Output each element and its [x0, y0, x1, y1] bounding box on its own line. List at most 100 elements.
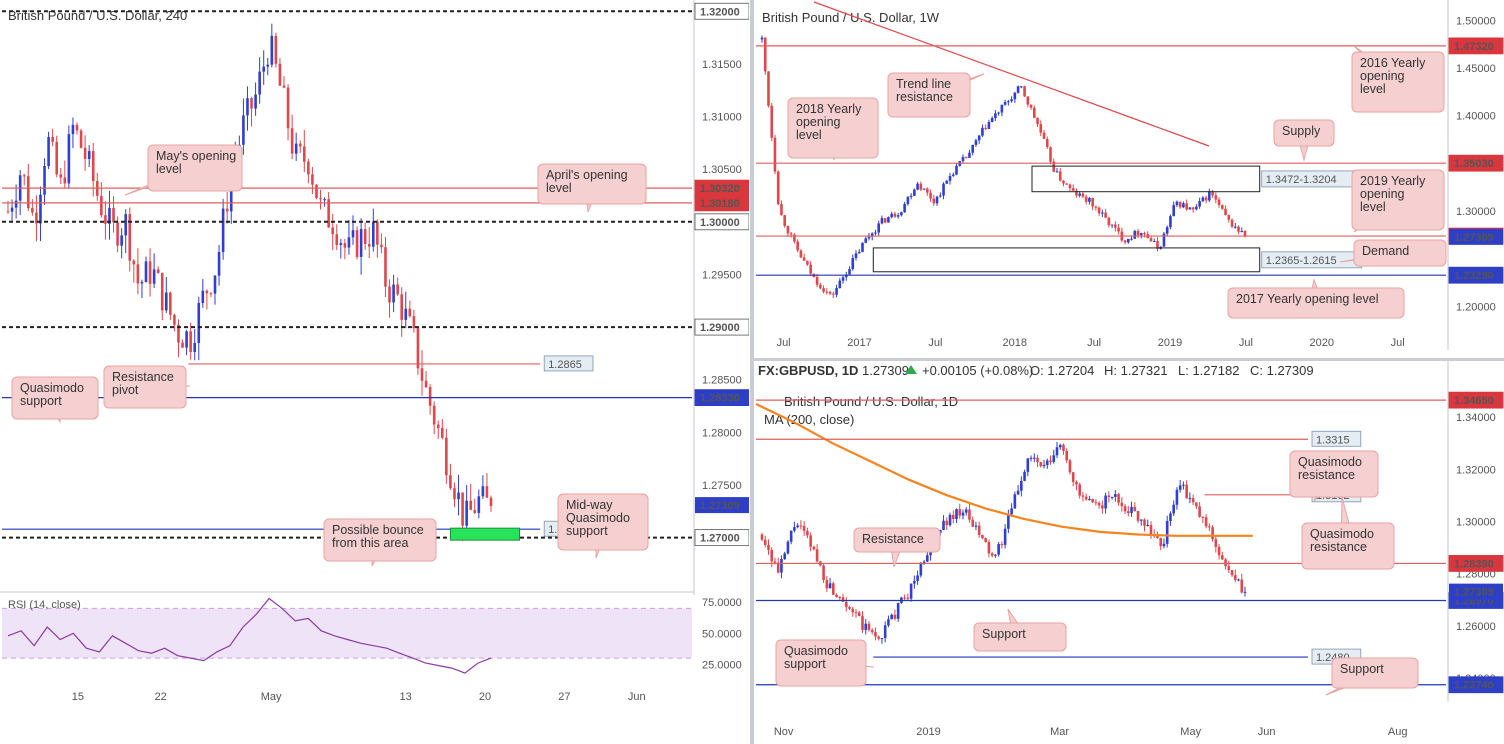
candle-body — [489, 497, 493, 507]
callout-text: support — [784, 657, 826, 671]
candle-body — [197, 302, 201, 343]
candle-body — [822, 288, 825, 292]
price-tag — [694, 389, 749, 407]
candle-body — [926, 555, 929, 562]
candle-body — [1029, 457, 1033, 459]
last-price-text: 1.27309 — [700, 500, 740, 512]
candle-body — [987, 542, 991, 554]
candle-body — [909, 195, 913, 198]
candle-body — [815, 549, 819, 562]
candle-body — [968, 509, 971, 520]
candle-body — [828, 292, 832, 294]
last-price-tag — [695, 497, 749, 514]
candle-body — [1104, 212, 1107, 218]
candle-body — [1182, 203, 1185, 208]
y-tick-label: 1.28500 — [702, 375, 742, 387]
price-tag-text: 1.30180 — [700, 198, 740, 210]
callout-text: level — [156, 162, 182, 176]
candle-body — [964, 509, 968, 513]
candle-body — [1136, 511, 1140, 521]
x-tick-label: 27 — [558, 691, 570, 703]
candle-body — [1136, 230, 1140, 236]
candle-body — [1091, 499, 1094, 503]
callout-text: pivot — [112, 383, 139, 397]
level-label-text: 1.2865 — [548, 359, 582, 371]
callout-text: Quasimodo — [1310, 527, 1374, 541]
candle-body — [1088, 197, 1091, 202]
candle-body — [948, 176, 952, 181]
candle-body — [1175, 201, 1179, 206]
candle-body — [874, 232, 877, 234]
candle-body — [1172, 504, 1175, 514]
candle-body — [124, 214, 128, 236]
last-price-tag — [1449, 228, 1503, 245]
candle-body — [242, 115, 245, 145]
candle-body — [1016, 490, 1020, 495]
candle-body — [1237, 226, 1240, 232]
candle-body — [1120, 502, 1124, 507]
candle-body — [861, 616, 864, 630]
x-tick-label: 15 — [72, 691, 84, 703]
candle-body — [408, 308, 412, 317]
candle-body — [225, 208, 229, 212]
callout-text: support — [566, 524, 608, 538]
up-triangle-icon — [905, 365, 917, 374]
candle-body — [436, 424, 440, 429]
candle-body — [1143, 233, 1146, 235]
y-tick-label: 1.34000 — [1456, 412, 1496, 424]
candle-body — [323, 199, 326, 201]
panel-divider-vertical — [750, 0, 754, 744]
callout-box — [147, 144, 243, 192]
price-tag-text: 1.23290 — [1454, 270, 1494, 282]
candle-body — [59, 174, 63, 178]
candle-body — [156, 269, 160, 273]
last-price-text: 1.27309 — [1454, 587, 1494, 599]
candle-body — [994, 113, 997, 119]
candle-body — [763, 37, 767, 72]
candle-body — [217, 251, 221, 276]
candle-body — [929, 192, 932, 199]
candle-body — [767, 544, 770, 550]
candle-body — [913, 189, 916, 196]
candle-body — [71, 124, 75, 135]
callout-box — [1351, 51, 1445, 113]
callout-box — [775, 639, 867, 687]
candle-body — [185, 331, 188, 348]
callout-text: Resistance — [112, 370, 174, 384]
rsi-band — [2, 608, 692, 659]
candle-body — [1110, 224, 1114, 226]
candle-body — [893, 213, 897, 217]
candle-body — [14, 200, 18, 208]
candle-body — [854, 612, 858, 614]
candle-body — [396, 284, 399, 295]
candle-body — [786, 225, 790, 234]
candle-body — [465, 500, 468, 526]
candle-body — [1156, 241, 1159, 249]
candle-body — [1211, 191, 1214, 196]
callout-text: opening — [796, 115, 841, 129]
candle-body — [916, 575, 919, 581]
y-tick-label: 1.30500 — [702, 164, 742, 176]
candle-body — [968, 152, 971, 158]
candle-body — [880, 218, 884, 224]
price-tag-text: 1.32000 — [700, 6, 740, 18]
candle-body — [1130, 506, 1133, 514]
x-tick-label: May — [1180, 726, 1201, 738]
candle-body — [347, 237, 351, 248]
candle-body — [473, 509, 477, 513]
zone-box — [872, 247, 1261, 273]
candle-body — [1058, 444, 1062, 448]
candle-body — [796, 241, 799, 251]
candle-body — [1146, 524, 1150, 526]
candle-body — [1185, 203, 1188, 210]
callout-box — [1273, 119, 1335, 147]
candle-body — [400, 294, 404, 320]
candle-body — [896, 602, 900, 619]
candle-body — [104, 215, 107, 224]
callout-text: Support — [1340, 662, 1384, 676]
candle-body — [835, 287, 838, 295]
candle-body — [477, 496, 481, 513]
candle-body — [319, 198, 322, 200]
candle-body — [1029, 104, 1033, 108]
y-tick-label: 1.27500 — [702, 480, 742, 492]
